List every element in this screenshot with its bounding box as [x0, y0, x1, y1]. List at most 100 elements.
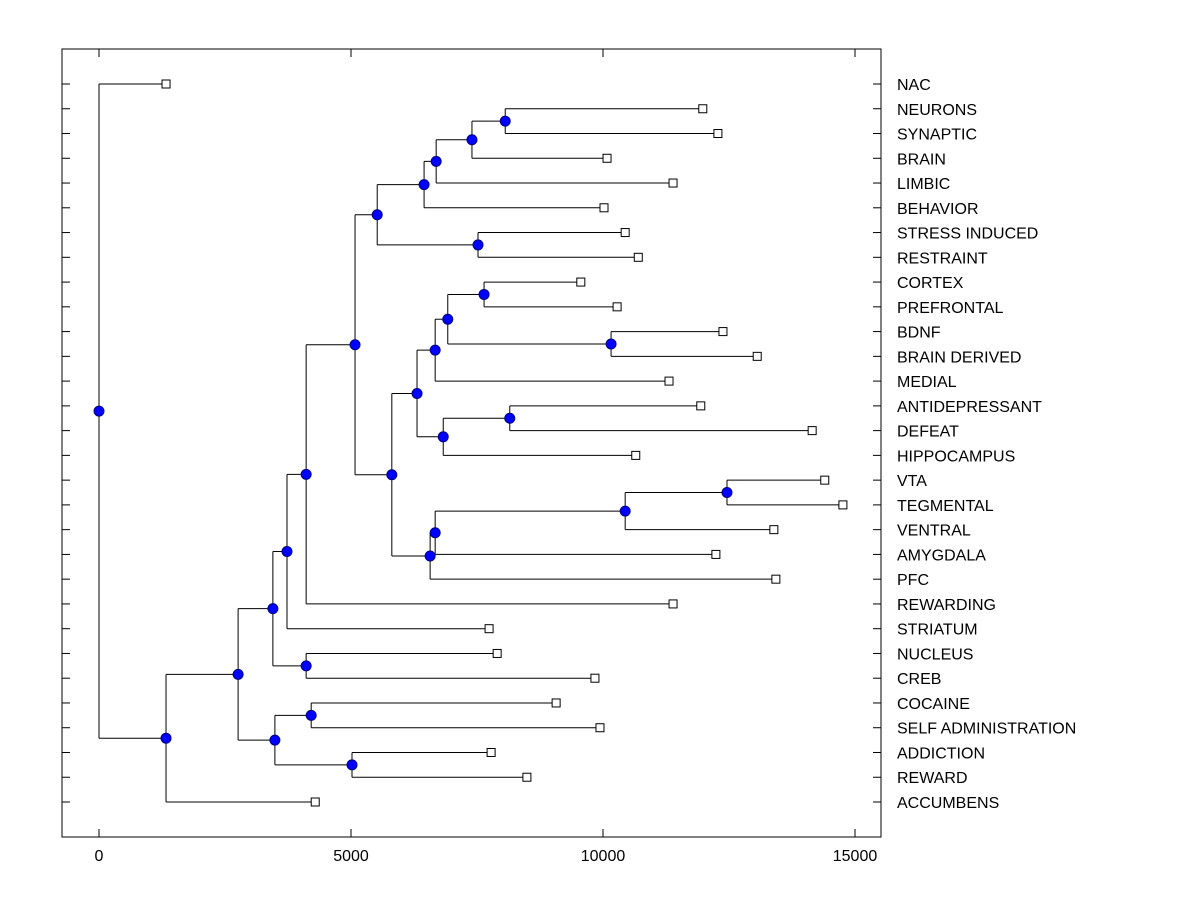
leaf-marker	[576, 277, 586, 287]
cluster-node	[269, 734, 281, 746]
leaf-marker	[807, 426, 817, 436]
leaf-marker	[522, 772, 532, 782]
cluster-node	[619, 505, 631, 517]
leaf-label: VTA	[897, 473, 927, 490]
cluster-node	[305, 709, 317, 721]
cluster-node	[429, 344, 441, 356]
leaf-marker	[633, 252, 643, 262]
cluster-node	[478, 288, 490, 300]
leaf-label: NEURONS	[897, 102, 977, 119]
leaf-marker	[664, 376, 674, 386]
leaf-marker	[612, 302, 622, 312]
leaf-label: MEDIAL	[897, 374, 957, 391]
cluster-nodes	[93, 115, 733, 771]
leaf-marker	[838, 500, 848, 510]
leaf-label: VENTRAL	[897, 523, 971, 540]
leaf-marker	[668, 178, 678, 188]
leaf-label: COCAINE	[897, 696, 970, 713]
leaf-label: STRESS INDUCED	[897, 226, 1038, 243]
leaf-marker	[752, 351, 762, 361]
leaf-label: HIPPOCAMPUS	[897, 448, 1015, 465]
cluster-node	[281, 546, 293, 558]
leaf-label: SELF ADMINISTRATION	[897, 721, 1076, 738]
leaf-marker	[310, 797, 320, 807]
cluster-node	[371, 209, 383, 221]
leaf-label: PREFRONTAL	[897, 300, 1003, 317]
leaf-labels: NAC NEURONS SYNAPTIC BRAIN LIMBIC BEHAVIOR STR…	[897, 77, 1076, 812]
x-tick-label: 0	[95, 848, 104, 865]
leaf-label: RESTRAINT	[897, 250, 988, 267]
cluster-node	[418, 179, 430, 191]
leaf-label: STRIATUM	[897, 622, 978, 639]
cluster-node	[93, 405, 105, 417]
leaf-marker	[668, 599, 678, 609]
leaf-label: PFC	[897, 572, 929, 589]
leaf-label: BRAIN DERIVED	[897, 349, 1021, 366]
leaf-label: REWARD	[897, 770, 968, 787]
x-tick-label: 5000	[333, 848, 369, 865]
cluster-node	[499, 115, 511, 127]
leaf-marker	[486, 747, 496, 757]
leaf-label: TEGMENTAL	[897, 498, 994, 515]
leaf-marker	[713, 129, 723, 139]
leaf-label: BDNF	[897, 325, 941, 342]
leaf-marker	[161, 79, 171, 89]
cluster-node	[232, 668, 244, 680]
cluster-node	[605, 338, 617, 350]
leaf-marker	[492, 648, 502, 658]
leaf-marker	[602, 153, 612, 163]
leaf-marker	[769, 525, 779, 535]
leaf-label: BRAIN	[897, 151, 946, 168]
cluster-node	[300, 468, 312, 480]
cluster-node	[721, 487, 733, 499]
leaf-marker	[820, 475, 830, 485]
leaf-label: ANTIDEPRESSANT	[897, 399, 1042, 416]
leaf-label: CORTEX	[897, 275, 964, 292]
cluster-node	[349, 339, 361, 351]
cluster-node	[442, 313, 454, 325]
leaf-marker	[599, 203, 609, 213]
leaf-label: REWARDING	[897, 597, 996, 614]
leaf-label: NUCLEUS	[897, 646, 973, 663]
cluster-node	[429, 527, 441, 539]
plot-frame	[61, 48, 882, 838]
leaf-marker	[595, 723, 605, 733]
cluster-node	[411, 387, 423, 399]
leaf-label: BEHAVIOR	[897, 201, 979, 218]
cluster-node	[346, 759, 358, 771]
cluster-node	[472, 239, 484, 251]
leaf-marker	[771, 574, 781, 584]
cluster-node	[466, 134, 478, 146]
leaf-label: AMYGDALA	[897, 547, 986, 564]
x-tick-labels: 0 5000 10000 15000	[95, 848, 878, 865]
leaf-label: ACCUMBENS	[897, 795, 999, 812]
leaf-label: NAC	[897, 77, 931, 94]
leaf-label: SYNAPTIC	[897, 127, 977, 144]
cluster-node	[160, 732, 172, 744]
cluster-node	[300, 660, 312, 672]
cluster-node	[430, 155, 442, 167]
cluster-node	[504, 412, 516, 424]
x-tick-label: 10000	[581, 848, 626, 865]
leaf-label: DEFEAT	[897, 424, 959, 441]
cluster-node	[437, 431, 449, 443]
leaf-label: CREB	[897, 671, 941, 688]
leaf-marker	[698, 104, 708, 114]
leaf-marker	[711, 549, 721, 559]
cluster-node	[267, 603, 279, 615]
cluster-node	[424, 550, 436, 562]
leaf-label: ADDICTION	[897, 745, 985, 762]
cluster-node	[386, 469, 398, 481]
leaf-marker	[484, 624, 494, 634]
leaf-marker	[620, 228, 630, 238]
leaf-marker	[718, 327, 728, 337]
leaf-marker	[631, 450, 641, 460]
leaf-marker	[551, 698, 561, 708]
leaf-marker	[590, 673, 600, 683]
leaf-markers	[161, 79, 848, 807]
x-tick-label: 15000	[833, 848, 878, 865]
dendrogram-branches	[98, 83, 843, 803]
leaf-label: LIMBIC	[897, 176, 950, 193]
axis-ticks	[62, 49, 881, 837]
